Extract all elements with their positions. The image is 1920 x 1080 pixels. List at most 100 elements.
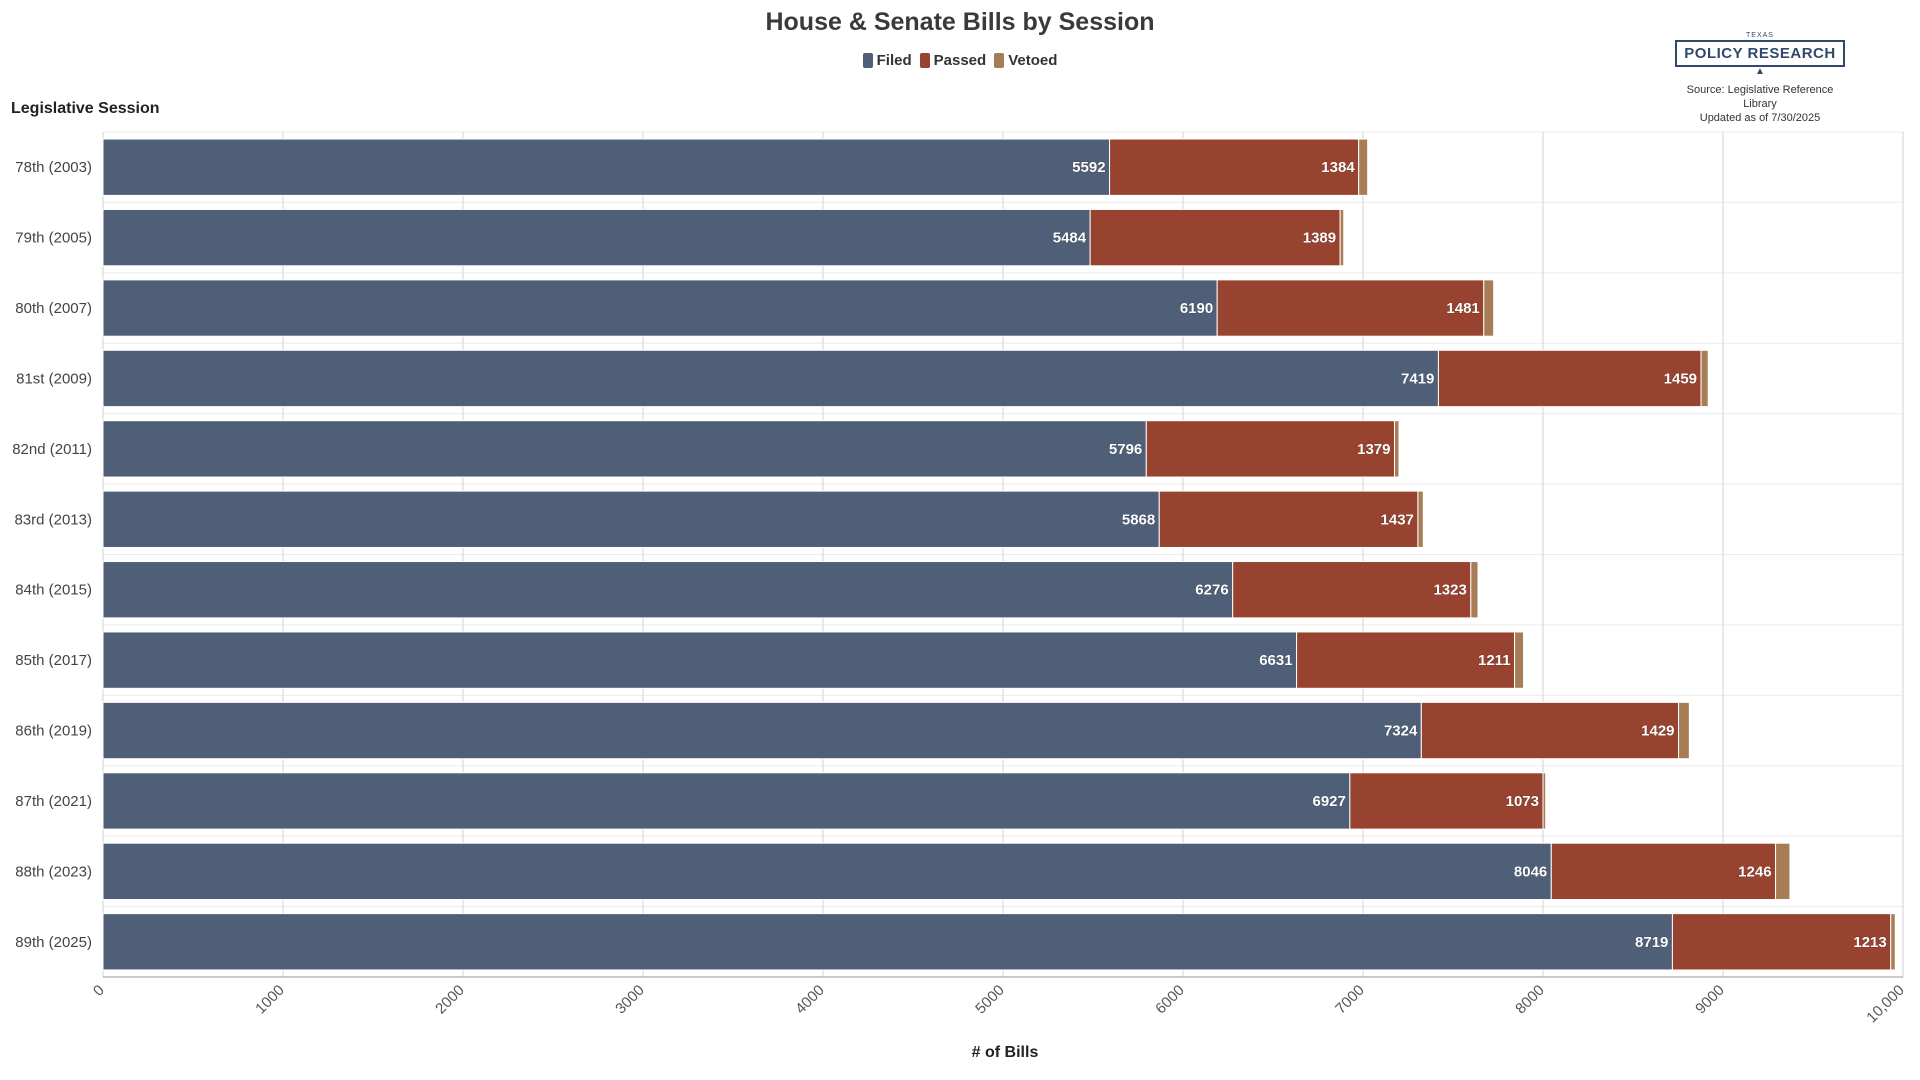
data-label-filed: 5592 xyxy=(1072,159,1105,176)
x-tick-label: 8000 xyxy=(1512,982,1548,1018)
category-label: 85th (2017) xyxy=(15,652,92,669)
bar-filed xyxy=(102,420,1147,478)
legend-label-passed: Passed xyxy=(933,52,987,69)
legend-swatch-passed xyxy=(919,53,930,68)
category-label: 82nd (2011) xyxy=(12,441,92,458)
bar-filed xyxy=(102,208,1091,267)
data-label-passed: 1211 xyxy=(1478,652,1511,669)
bar-vetoed xyxy=(1358,138,1369,196)
chart-title: House & Senate Bills by Session xyxy=(765,8,1155,36)
data-label-filed: 6927 xyxy=(1312,793,1345,810)
category-label: 83rd (2013) xyxy=(14,511,92,528)
data-label-passed: 1384 xyxy=(1321,159,1355,176)
legend-item-filed: Filed xyxy=(862,52,912,69)
category-label: 80th (2007) xyxy=(15,300,92,317)
bar-vetoed xyxy=(1394,420,1400,478)
data-label-passed: 1429 xyxy=(1641,723,1674,740)
bar-passed xyxy=(1671,913,1892,971)
x-tick-label: 5000 xyxy=(972,982,1008,1018)
data-label-filed: 5868 xyxy=(1122,511,1155,528)
data-label-passed: 1389 xyxy=(1303,230,1336,247)
data-label-passed: 1246 xyxy=(1738,863,1771,880)
legend-swatch-vetoed xyxy=(994,53,1005,68)
bar-passed xyxy=(1109,138,1360,196)
bar-passed xyxy=(1158,490,1419,548)
bar-vetoed xyxy=(1339,208,1345,267)
logo-top-text: TEXAS xyxy=(1746,32,1774,39)
y-axis-title: Legislative Session xyxy=(11,100,160,117)
data-label-filed: 5484 xyxy=(1053,230,1087,247)
legend-item-passed: Passed xyxy=(919,52,987,69)
x-tick-label: 9000 xyxy=(1692,982,1728,1018)
data-label-filed: 5796 xyxy=(1109,441,1142,458)
bar-passed xyxy=(1145,420,1396,478)
x-tick-label: 4000 xyxy=(792,982,828,1018)
bar-vetoed xyxy=(1514,631,1525,689)
bar-vetoed xyxy=(1775,842,1791,901)
publisher-logo: TEXAS POLICY RESEARCH ▲ Source: Legislat… xyxy=(1670,32,1850,125)
x-tick-label: 10,000 xyxy=(1863,982,1907,1026)
data-label-passed: 1073 xyxy=(1506,793,1539,810)
armadillo-icon: ▲ xyxy=(1755,66,1765,77)
data-label-filed: 7324 xyxy=(1384,723,1418,740)
bar-passed xyxy=(1216,279,1485,337)
updated-line: Updated as of 7/30/2025 xyxy=(1699,112,1821,124)
bar-filed xyxy=(102,349,1439,408)
data-label-passed: 1379 xyxy=(1357,441,1390,458)
data-label-passed: 1323 xyxy=(1433,582,1466,599)
legend-label-filed: Filed xyxy=(876,52,912,69)
data-label-filed: 8046 xyxy=(1514,863,1547,880)
data-label-filed: 6276 xyxy=(1195,582,1228,599)
bar-filed xyxy=(102,913,1673,971)
x-tick-label: 1000 xyxy=(252,982,288,1018)
bar-vetoed xyxy=(1678,701,1690,760)
source-line: Source: Legislative Reference Library xyxy=(1686,84,1834,110)
legend-label-vetoed: Vetoed xyxy=(1008,52,1058,69)
x-tick-label: 3000 xyxy=(612,982,648,1018)
data-label-passed: 1481 xyxy=(1446,300,1479,317)
bar-vetoed xyxy=(1890,913,1896,971)
bar-vetoed xyxy=(1700,349,1709,408)
category-label: 84th (2015) xyxy=(15,582,92,599)
bar-filed xyxy=(102,279,1218,337)
bar-vetoed xyxy=(1470,561,1479,619)
x-tick-label: 0 xyxy=(90,982,108,1000)
bar-filed xyxy=(102,842,1552,901)
bar-passed xyxy=(1089,208,1341,267)
logo-name: POLICY RESEARCH xyxy=(1675,40,1845,67)
source-note: Source: Legislative Reference Library Up… xyxy=(1670,83,1850,125)
bar-vetoed xyxy=(1542,772,1547,830)
x-axis-title: # of Bills xyxy=(971,1044,1039,1061)
category-label: 88th (2023) xyxy=(15,863,92,880)
bar-passed xyxy=(1296,631,1516,689)
category-label: 78th (2003) xyxy=(15,159,92,176)
bar-filed xyxy=(102,701,1422,760)
category-label: 86th (2019) xyxy=(15,723,92,740)
data-label-filed: 7419 xyxy=(1401,370,1434,387)
category-label: 89th (2025) xyxy=(15,934,92,951)
data-label-passed: 1213 xyxy=(1853,934,1886,951)
data-label-passed: 1459 xyxy=(1664,370,1697,387)
x-tick-label: 2000 xyxy=(432,982,468,1018)
bar-filed xyxy=(102,138,1111,196)
data-label-passed: 1437 xyxy=(1381,511,1414,528)
category-label: 81st (2009) xyxy=(16,370,92,387)
category-label: 87th (2021) xyxy=(15,793,92,810)
legend-item-vetoed: Vetoed xyxy=(994,52,1057,69)
data-label-filed: 8719 xyxy=(1635,934,1668,951)
bar-passed xyxy=(1420,701,1680,760)
bar-filed xyxy=(102,631,1298,689)
x-tick-label: 6000 xyxy=(1152,982,1188,1018)
bar-vetoed xyxy=(1483,279,1495,337)
bar-vetoed xyxy=(1417,490,1424,548)
category-label: 79th (2005) xyxy=(15,230,92,247)
bar-passed xyxy=(1437,349,1702,408)
data-label-filed: 6190 xyxy=(1180,300,1213,317)
bar-filed xyxy=(102,490,1160,548)
bar-filed xyxy=(102,772,1351,830)
data-label-filed: 6631 xyxy=(1259,652,1292,669)
x-tick-label: 7000 xyxy=(1332,982,1368,1018)
chart-legend: Filed Passed Vetoed xyxy=(0,52,1920,69)
legend-swatch-filed xyxy=(862,53,873,68)
